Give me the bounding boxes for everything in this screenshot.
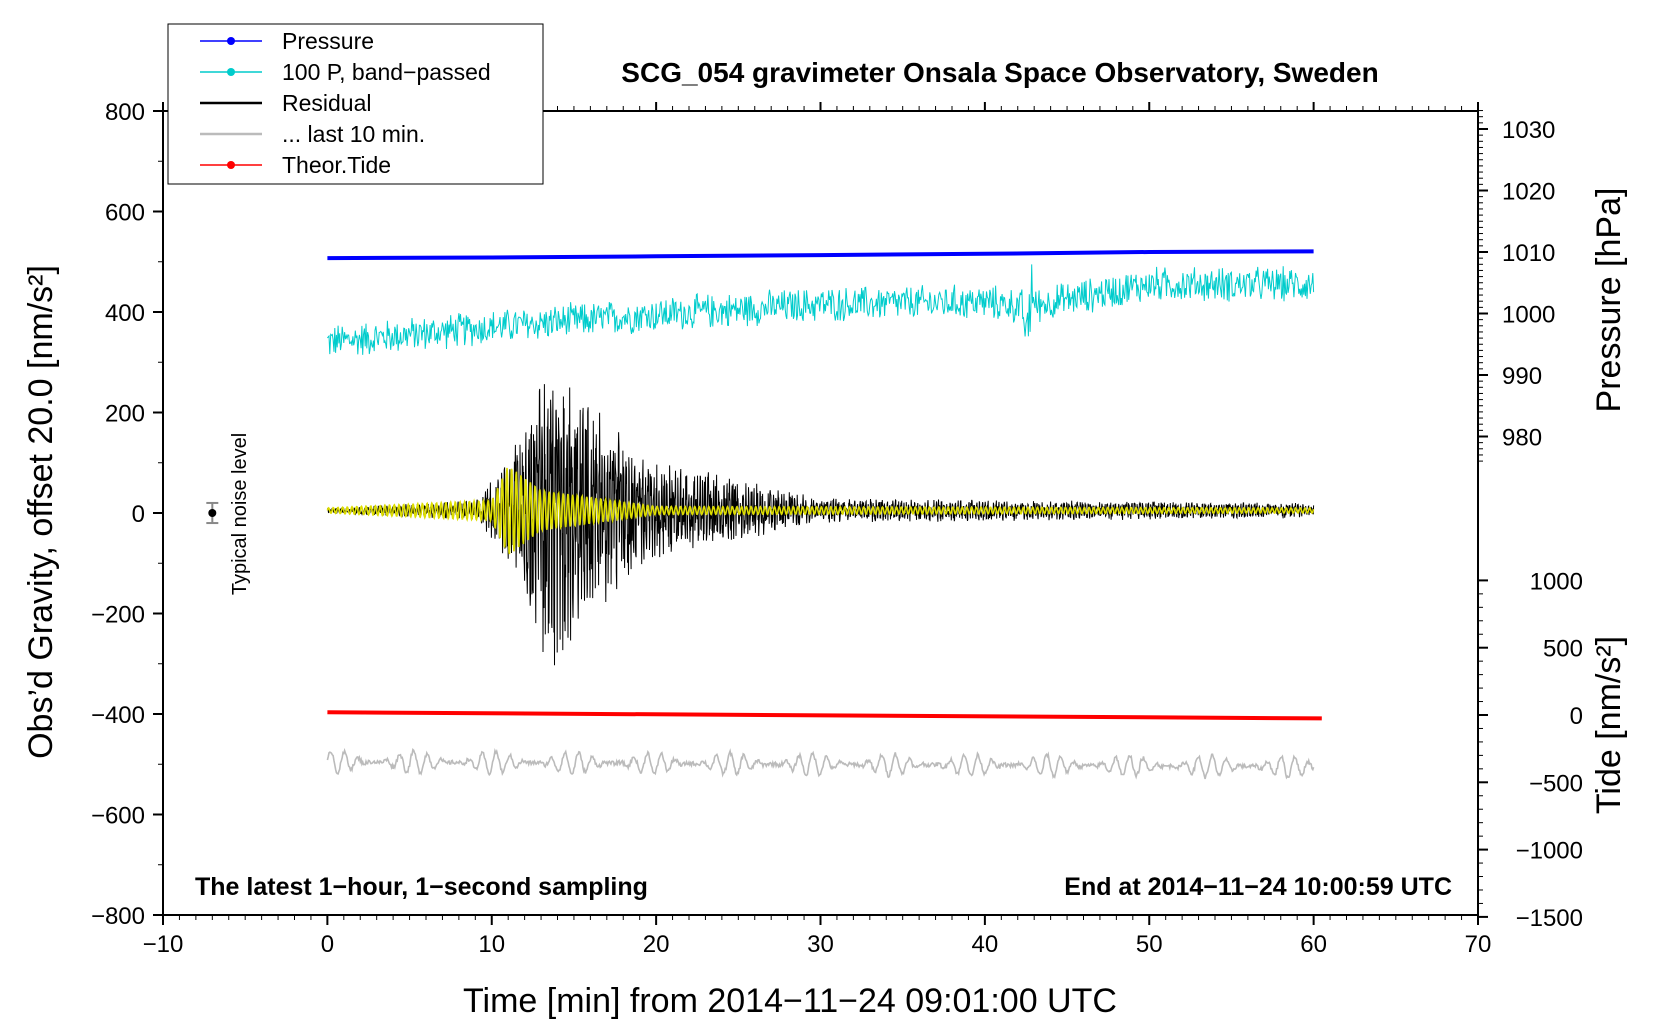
legend-label: 100 P, band−passed (282, 59, 491, 85)
tide-tick-label: −1500 (1516, 905, 1583, 932)
x-tick-label: 30 (807, 931, 834, 958)
legend-label: Residual (282, 90, 372, 116)
legend-label: Theor.Tide (282, 152, 391, 178)
noise-point (208, 509, 217, 517)
x-axis-label: Time [min] from 2014−11−24 09:01:00 UTC (463, 982, 1117, 1020)
legend: Pressure 100 P, band−passed Residual ... la… (167, 23, 544, 185)
last-10-min-trace (326, 747, 1315, 780)
chart-title: SCG_054 gravimeter Onsala Space Observat… (621, 57, 1378, 88)
pressure-tick-label: 1030 (1502, 117, 1555, 144)
traces-layer (326, 249, 1322, 780)
legend-marker (227, 37, 235, 45)
x-tick-label: 10 (478, 931, 505, 958)
y-tick-label: −200 (91, 602, 145, 629)
y-tick-label: 200 (105, 401, 145, 428)
pressure-tick-label: 990 (1502, 363, 1542, 390)
x-tick-label: 20 (643, 931, 670, 958)
tide-tick-label: −500 (1529, 770, 1583, 797)
y-axis-label-left: Obs’d Gravity, offset 20.0 [nm/s²] (22, 265, 60, 759)
tide-tick-label: 1000 (1530, 568, 1583, 595)
tide-tick-label: 0 (1570, 703, 1583, 730)
x-tick-label: −10 (143, 931, 184, 958)
y-tick-label: 800 (105, 99, 145, 126)
noise-level-marker (206, 501, 219, 525)
residual-trace (327, 384, 1315, 666)
x-tick-label: 70 (1465, 931, 1492, 958)
bandpassed-pressure-trace (326, 264, 1315, 355)
legend-label: Pressure (282, 28, 374, 54)
y-tick-label: 0 (132, 501, 145, 528)
y-tick-label: 400 (105, 300, 145, 327)
y-tick-label: −800 (91, 903, 145, 930)
filtered-residual-trace (326, 467, 1315, 555)
tide-trace (327, 710, 1322, 721)
tide-tick-label: 500 (1543, 636, 1583, 663)
y-tick-label: −600 (91, 803, 145, 830)
pressure-tick-label: 1020 (1502, 179, 1555, 206)
end-time-note: End at 2014−11−24 10:00:59 UTC (1064, 873, 1452, 901)
x-tick-label: 60 (1300, 931, 1327, 958)
pressure-tick-label: 980 (1502, 425, 1542, 452)
y-tick-label: −400 (91, 702, 145, 729)
legend-label: ... last 10 min. (282, 121, 425, 147)
x-tick-label: 50 (1136, 931, 1163, 958)
legend-marker (227, 161, 235, 169)
sampling-note: The latest 1−hour, 1−second sampling (195, 873, 648, 901)
legend-marker (227, 68, 235, 76)
tide-tick-label: −1000 (1516, 838, 1583, 865)
y-tick-label: 600 (105, 200, 145, 227)
pressure-tick-label: 1010 (1502, 240, 1555, 267)
y-axis-label-pressure: Pressure [hPa] (1590, 188, 1628, 413)
ticks-layer: −10 0 10 20 30 40 50 60 708006004002000−200−400−… (91, 99, 1583, 958)
x-tick-label: 0 (321, 931, 334, 958)
y-axis-label-tide: Tide [nm/s²] (1590, 636, 1628, 814)
pressure-trace (327, 249, 1314, 261)
noise-level-label: Typical noise level (229, 433, 251, 595)
x-tick-label: 40 (972, 931, 999, 958)
pressure-tick-label: 1000 (1502, 302, 1555, 329)
